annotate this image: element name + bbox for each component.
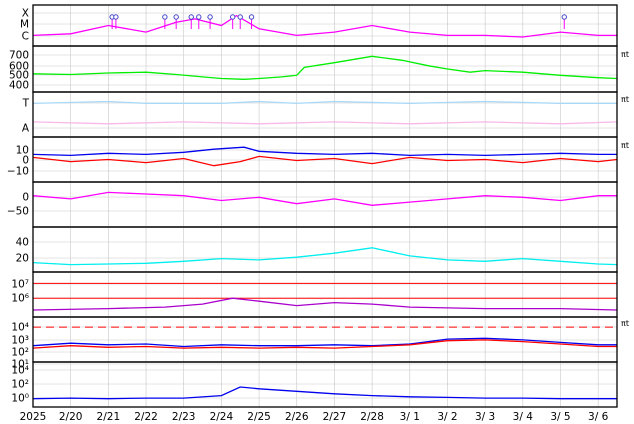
x-tick-label: 2025 [20, 411, 47, 423]
flare-marker [561, 14, 567, 20]
y-tick-label: 400 [9, 80, 29, 92]
panel-frame [32, 181, 618, 228]
y-tick-label: 0 [22, 155, 29, 167]
series-line [32, 14, 617, 38]
x-tick-label: 2/24 [210, 411, 234, 423]
y-tick-label: A [22, 123, 30, 135]
x-tick-label: 2/28 [360, 411, 384, 423]
y-tick-label: 10³ [11, 335, 29, 347]
x-tick-label: 2/23 [172, 411, 196, 423]
y-tick-label: 10⁴ [11, 322, 29, 334]
series-line [32, 339, 617, 349]
y-tick-label: 700 [9, 50, 29, 62]
y-tick-label: 600 [9, 61, 29, 73]
y-tick-label: T [22, 98, 30, 110]
panel-frame [32, 361, 618, 408]
x-tick-label: 3/ 2 [437, 411, 457, 423]
x-tick-label: 3/ 4 [513, 411, 534, 423]
panel-frame [32, 316, 618, 363]
series-line [32, 121, 618, 125]
panel-tag: πt [621, 95, 629, 104]
series-line [32, 100, 617, 105]
flare-marker [188, 14, 194, 20]
flare-marker [196, 14, 202, 20]
y-tick-label: −10 [7, 166, 29, 178]
series-line [32, 337, 617, 348]
flare-marker [229, 14, 236, 20]
flare-marker [207, 14, 213, 20]
x-tick-label: 3/ 1 [400, 411, 420, 423]
y-tick-label: 10² [11, 347, 29, 359]
y-tick-label: 500 [9, 70, 29, 82]
series-line [32, 247, 618, 266]
y-tick-label: 10⁴ [11, 365, 29, 377]
flare-marker [248, 14, 255, 20]
x-tick-label: 3/ 6 [588, 411, 609, 423]
x-tick-label: 3/ 5 [550, 411, 570, 423]
flare-marker [113, 14, 119, 20]
y-tick-label: 10⁷ [11, 279, 29, 291]
y-tick-label: 0 [22, 192, 29, 204]
y-tick-label: 10⁰ [11, 393, 29, 405]
x-tick-label: 2/27 [323, 411, 347, 423]
series-line [32, 191, 617, 206]
panel-frame [32, 91, 618, 138]
series-line [32, 386, 617, 400]
panel-frame [32, 271, 618, 318]
x-tick-label: 2/25 [247, 411, 271, 423]
y-tick-label: 10¹ [11, 359, 29, 371]
y-tick-label: X [22, 8, 29, 20]
y-tick-label: 20 [16, 253, 29, 265]
series-line [32, 146, 617, 157]
x-tick-label: 2/22 [134, 411, 158, 423]
y-tick-label: 10² [11, 379, 29, 391]
y-tick-label: 40 [16, 237, 29, 249]
series-line [32, 297, 618, 311]
panel-tag: πt [621, 50, 629, 59]
series-line [32, 55, 618, 80]
x-tick-label: 2/20 [59, 411, 83, 423]
x-tick-label: 3/ 3 [475, 411, 495, 423]
y-tick-label: 10 [16, 145, 29, 157]
flare-marker [237, 14, 243, 20]
x-tick-label: 2/21 [97, 411, 121, 423]
series-line [32, 155, 618, 167]
y-tick-label: C [22, 31, 29, 43]
y-tick-label: M [20, 19, 29, 31]
flare-marker [162, 14, 168, 20]
y-tick-label: 10⁶ [11, 293, 29, 305]
panel-tag: πt [621, 319, 629, 328]
x-tick-label: 2/26 [285, 411, 309, 423]
y-tick-label: −50 [7, 206, 29, 218]
panel-frame [32, 226, 618, 273]
panel-frame [32, 4, 618, 47]
flare-marker [173, 14, 179, 20]
panel-tag: πt [621, 141, 629, 150]
